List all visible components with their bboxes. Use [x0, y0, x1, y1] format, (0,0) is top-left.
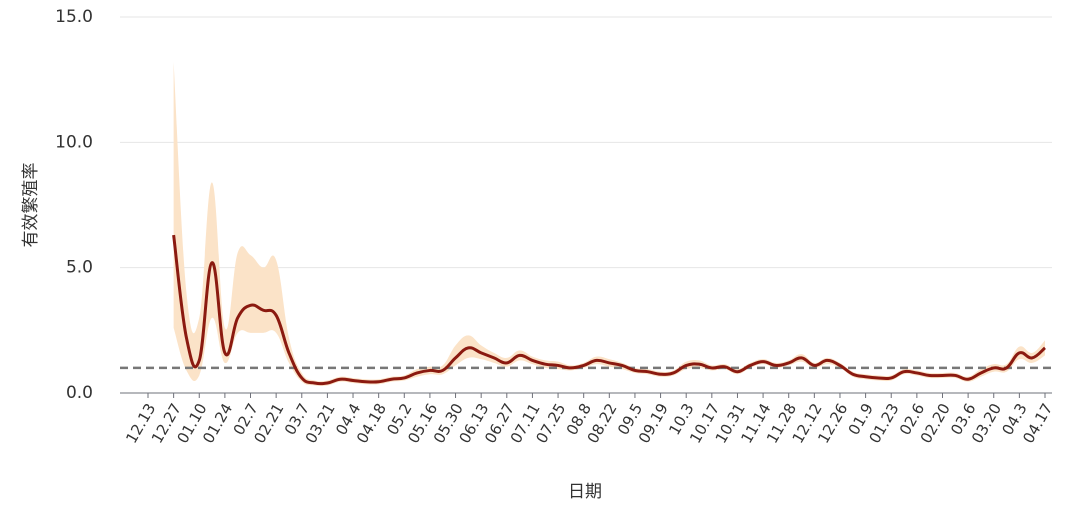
- y-tick-label: 15.0: [55, 7, 93, 27]
- y-tick-label: 10.0: [55, 132, 93, 152]
- y-tick-label: 5.0: [66, 258, 93, 278]
- y-tick-label: 0.0: [66, 383, 93, 403]
- confidence-band: [173, 62, 1046, 387]
- y-axis-title: 有效繁殖率: [21, 163, 41, 248]
- x-axis-title: 日期: [568, 482, 602, 502]
- line: [172, 234, 1046, 386]
